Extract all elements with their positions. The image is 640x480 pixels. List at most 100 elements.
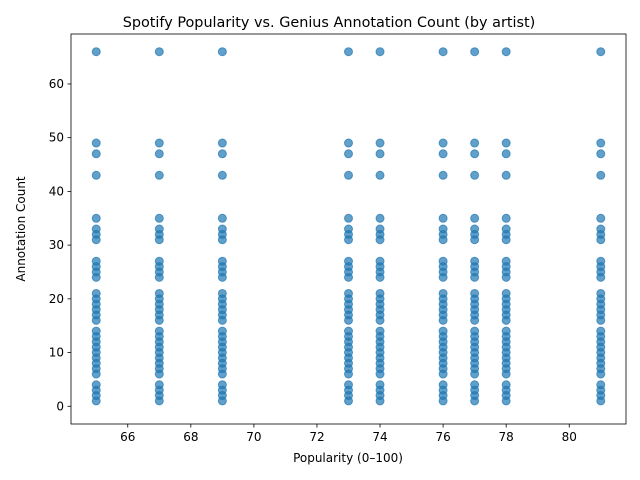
data-point <box>438 213 448 223</box>
data-point <box>344 138 353 148</box>
data-point <box>470 213 480 223</box>
data-point <box>344 224 353 234</box>
data-point <box>438 380 448 390</box>
data-point <box>154 256 164 266</box>
data-point <box>375 213 385 223</box>
x-tick-label: 70 <box>246 430 261 444</box>
data-point <box>344 326 353 336</box>
data-point <box>344 47 353 57</box>
data-point <box>501 213 511 223</box>
data-point <box>470 149 480 159</box>
data-point <box>344 256 353 266</box>
data-point <box>154 170 164 180</box>
data-point <box>470 380 480 390</box>
data-point <box>438 256 448 266</box>
data-point <box>91 326 101 336</box>
data-point <box>470 224 480 234</box>
data-point <box>470 288 480 298</box>
data-point <box>217 224 227 234</box>
data-point <box>91 47 101 57</box>
data-point <box>375 170 385 180</box>
data-point <box>375 288 385 298</box>
x-tick-label: 66 <box>120 430 135 444</box>
data-point <box>91 224 101 234</box>
y-tick-label: 30 <box>49 238 64 252</box>
data-point <box>438 288 448 298</box>
data-point <box>344 149 353 159</box>
data-point <box>154 380 164 390</box>
data-points <box>91 47 606 406</box>
data-point <box>154 138 164 148</box>
data-point <box>217 47 227 57</box>
x-axis-label: Popularity (0–100) <box>293 451 403 465</box>
data-point <box>154 149 164 159</box>
data-point <box>470 47 480 57</box>
data-point <box>596 380 606 390</box>
data-point <box>217 380 227 390</box>
data-point <box>470 326 480 336</box>
data-point <box>438 47 448 57</box>
data-point <box>438 224 448 234</box>
chart-title: Spotify Popularity vs. Genius Annotation… <box>123 15 536 31</box>
data-point <box>91 288 101 298</box>
data-point <box>375 138 385 148</box>
y-tick-label: 10 <box>49 346 64 360</box>
data-point <box>438 149 448 159</box>
y-tick-label: 60 <box>49 77 64 91</box>
data-point <box>217 288 227 298</box>
data-point <box>501 138 511 148</box>
data-point <box>596 138 606 148</box>
data-point <box>154 47 164 57</box>
data-point <box>501 380 511 390</box>
data-point <box>596 288 606 298</box>
y-tick-label: 40 <box>49 184 64 198</box>
data-point <box>501 47 511 57</box>
data-point <box>217 138 227 148</box>
data-point <box>596 213 606 223</box>
data-point <box>344 380 353 390</box>
data-point <box>344 170 353 180</box>
data-point <box>154 326 164 336</box>
data-point <box>470 256 480 266</box>
data-point <box>217 256 227 266</box>
data-point <box>154 288 164 298</box>
data-point <box>91 380 101 390</box>
data-point <box>596 47 606 57</box>
data-point <box>91 170 101 180</box>
data-point <box>217 326 227 336</box>
y-axis-label: Annotation Count <box>14 176 28 282</box>
data-point <box>91 256 101 266</box>
x-tick-label: 68 <box>183 430 198 444</box>
x-tick-label: 78 <box>499 430 514 444</box>
y-tick-label: 50 <box>49 131 64 145</box>
data-point <box>217 149 227 159</box>
data-point <box>501 256 511 266</box>
data-point <box>91 138 101 148</box>
data-point <box>501 224 511 234</box>
data-point <box>501 149 511 159</box>
x-tick-label: 72 <box>309 430 324 444</box>
data-point <box>501 326 511 336</box>
x-tick-label: 74 <box>372 430 387 444</box>
data-point <box>91 213 101 223</box>
data-point <box>344 213 353 223</box>
x-tick-label: 80 <box>562 430 577 444</box>
data-point <box>596 224 606 234</box>
axes <box>70 33 627 425</box>
data-point <box>596 170 606 180</box>
data-point <box>470 170 480 180</box>
data-point <box>154 224 164 234</box>
data-point <box>596 256 606 266</box>
data-point <box>154 213 164 223</box>
data-point <box>501 170 511 180</box>
data-point <box>596 149 606 159</box>
data-point <box>375 326 385 336</box>
data-point <box>438 326 448 336</box>
data-point <box>375 47 385 57</box>
data-point <box>91 149 101 159</box>
data-point <box>501 288 511 298</box>
x-axis-ticks: 66 68 70 72 74 76 78 80 <box>120 424 577 444</box>
data-point <box>438 170 448 180</box>
